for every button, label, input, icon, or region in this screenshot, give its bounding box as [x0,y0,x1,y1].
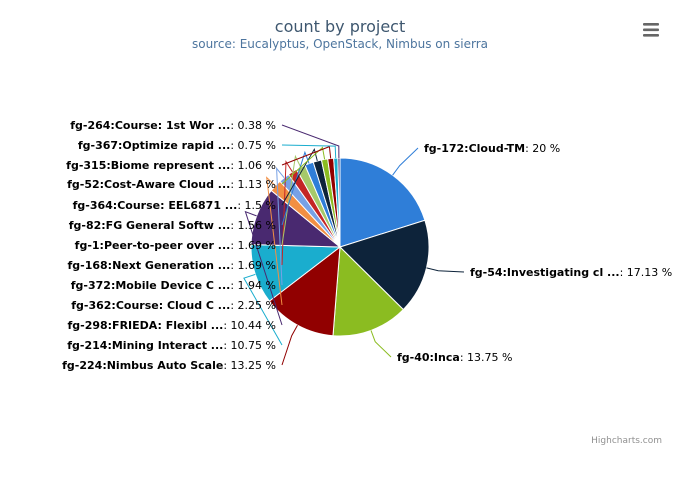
label-connector [276,166,285,286]
label-connector [426,267,465,273]
slice-label: fg-40:Inca: 13.75 % [397,351,512,364]
pie-slice[interactable] [268,245,341,337]
label-connector [281,154,302,246]
pie-slice[interactable] [339,157,426,248]
slice-label: fg-315:Biome represent ...: 1.06 % [66,159,276,172]
slice-label: fg-172:Cloud-TM: 20 % [424,142,560,155]
chart-title: count by project [275,17,405,36]
pie-slice[interactable] [339,219,430,311]
slice-label: fg-1:Peer-to-peer over ...: 1.69 % [75,239,276,252]
slice-label: fg-82:FG General Softw ...: 1.56 % [69,219,276,232]
slice-label: fg-224:Nimbus Auto Scale: 13.25 % [62,359,276,372]
slice-label: fg-264:Course: 1st Wor ...: 0.38 % [70,119,276,132]
label-connector [281,160,293,266]
slice-label: fg-367:Optimize rapid ...: 0.75 % [78,139,276,152]
data-labels: fg-172:Cloud-TM: 20 % fg-54:Investigating… [62,119,672,372]
slice-label: fg-298:FRIEDA: Flexibl ...: 10.44 % [67,319,276,332]
label-connector [281,144,337,159]
slice-label: fg-168:Next Generation ...: 1.69 % [67,259,276,272]
label-connector [266,176,283,306]
label-connector [281,145,332,166]
label-connectors [243,124,465,366]
pie-slice[interactable] [337,157,341,248]
label-connector [281,124,340,159]
credits-link[interactable]: Highcharts.com [591,436,662,446]
label-connector [243,273,283,346]
label-connector [281,146,326,185]
slice-label: fg-362:Course: Cloud C ...: 2.25 % [71,299,276,312]
label-connector [392,147,419,176]
slice-label: fg-372:Mobile Device C ...: 1.94 % [71,279,276,292]
label-connector [281,324,298,366]
label-connector [244,210,283,326]
slice-label: fg-54:Investigating cl ...: 17.13 % [470,266,672,279]
pie-slices [250,157,430,337]
label-connector [370,330,392,358]
hamburger-menu-icon[interactable] [636,18,664,42]
label-connector [281,147,318,206]
slice-label: fg-214:Mining Interact ...: 10.75 % [67,339,276,352]
slice-label: fg-364:Course: EEL6871 ...: 1.5 % [73,199,276,212]
chart-subtitle: source: Eucalyptus, OpenStack, Nimbus on… [192,37,488,51]
slice-label: fg-52:Cost-Aware Cloud ...: 1.13 % [67,178,276,191]
